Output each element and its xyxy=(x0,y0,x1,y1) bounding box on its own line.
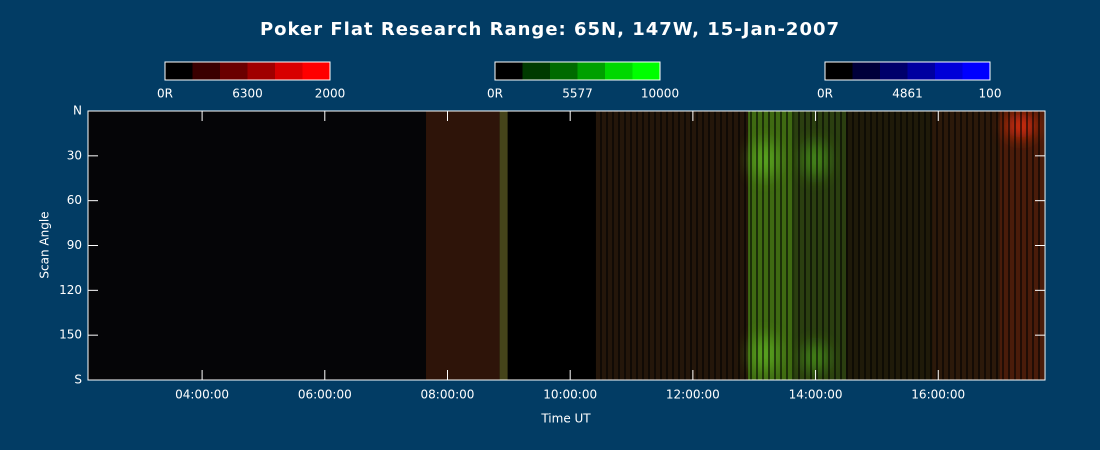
colorbar-label: 0R xyxy=(157,87,173,101)
emission-band xyxy=(499,111,508,380)
colorbar-step xyxy=(192,62,220,80)
colorbar-step xyxy=(880,62,908,80)
x-tick-label: 08:00:00 xyxy=(421,388,475,402)
colorbar-step xyxy=(935,62,963,80)
y-tick-label: 90 xyxy=(67,238,82,252)
y-axis-label: Scan Angle xyxy=(38,211,52,278)
y-tick-label: 30 xyxy=(67,148,82,162)
y-tick-label: 120 xyxy=(59,283,82,297)
chart-title: Poker Flat Research Range: 65N, 147W, 15… xyxy=(260,19,840,40)
colorbar-step xyxy=(550,62,578,80)
x-tick-label: 06:00:00 xyxy=(298,388,352,402)
colorbar-step xyxy=(605,62,633,80)
emission-band xyxy=(88,111,427,380)
x-tick-label: 12:00:00 xyxy=(666,388,720,402)
colorbar-step xyxy=(275,62,303,80)
colorbar-label: 0R xyxy=(817,87,833,101)
colorbar-label: 100 xyxy=(979,87,1002,101)
x-tick-label: 14:00:00 xyxy=(789,388,843,402)
colorbar-step xyxy=(907,62,935,80)
colorbar-frame xyxy=(494,61,661,81)
y-tick-label: S xyxy=(74,373,82,387)
colorbar-step xyxy=(220,62,248,80)
colorbar-label: 2000 xyxy=(315,87,346,101)
x-tick-label: 10:00:00 xyxy=(543,388,597,402)
y-tick-label: 60 xyxy=(67,193,82,207)
colorbar-label: 0R xyxy=(487,87,503,101)
colorbar-step xyxy=(495,62,523,80)
scan-stripes xyxy=(600,111,1045,380)
colorbar-label: 4861 xyxy=(892,87,923,101)
colorbar-frame xyxy=(824,61,991,81)
colorbar-step xyxy=(165,62,193,80)
emission-band xyxy=(426,111,500,380)
x-axis-label: Time UT xyxy=(540,412,591,426)
x-tick-label: 04:00:00 xyxy=(175,388,229,402)
colorbar-label: 5577 xyxy=(562,87,593,101)
colorbar-step xyxy=(962,62,990,80)
colorbar-step xyxy=(632,62,660,80)
colorbar-label: 10000 xyxy=(641,87,679,101)
colorbar-frame xyxy=(164,61,331,81)
colorbar-step xyxy=(247,62,275,80)
x-tick-label: 16:00:00 xyxy=(911,388,965,402)
colorbar-label: 6300 xyxy=(232,87,263,101)
colorbar-step xyxy=(852,62,880,80)
colorbar-step xyxy=(825,62,853,80)
y-tick-label: N xyxy=(73,104,82,118)
colorbar-step xyxy=(302,62,330,80)
colorbar-step xyxy=(577,62,605,80)
colorbar-step xyxy=(522,62,550,80)
y-tick-label: 150 xyxy=(59,328,82,342)
